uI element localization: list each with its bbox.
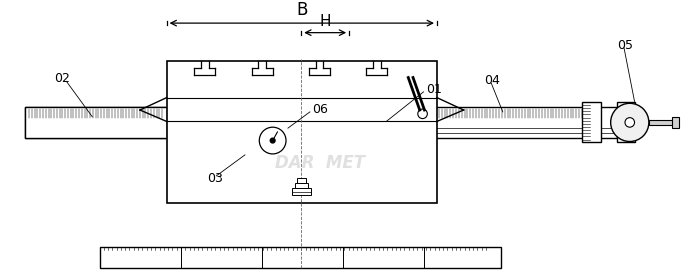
- Bar: [582, 102, 601, 143]
- Text: 03: 03: [206, 172, 223, 185]
- Bar: [649, 119, 673, 125]
- Circle shape: [270, 138, 275, 143]
- Bar: [25, 128, 617, 133]
- Text: B: B: [296, 1, 307, 19]
- Bar: [292, 188, 311, 195]
- Text: H: H: [319, 14, 331, 29]
- Text: 01: 01: [426, 83, 442, 97]
- Bar: [617, 102, 634, 143]
- Text: 06: 06: [312, 103, 328, 116]
- Bar: [295, 182, 308, 188]
- Bar: [100, 247, 501, 268]
- Bar: [297, 178, 306, 182]
- Circle shape: [625, 118, 634, 127]
- Text: 02: 02: [54, 72, 70, 85]
- Circle shape: [610, 103, 649, 141]
- Text: 05: 05: [617, 39, 634, 52]
- Bar: [672, 117, 680, 128]
- Text: DAR  MET: DAR MET: [275, 153, 365, 172]
- Bar: [25, 107, 167, 138]
- Bar: [167, 61, 437, 203]
- Text: 04: 04: [484, 74, 500, 87]
- Bar: [25, 107, 617, 138]
